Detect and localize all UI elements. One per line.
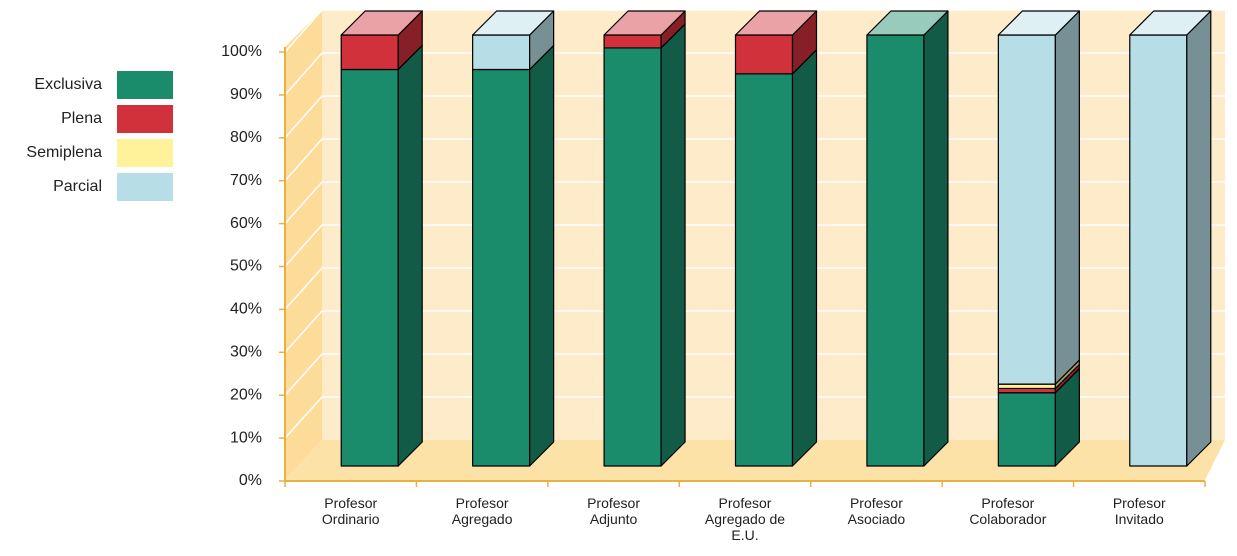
x-tick-label: Profesor Adjunto: [587, 495, 641, 527]
bar-segment: [734, 73, 794, 467]
bar-top: [1129, 10, 1212, 36]
y-tick-label: 30%: [230, 344, 262, 361]
bar-segment: [472, 34, 531, 71]
bar-top: [472, 10, 555, 36]
bar-top: [866, 10, 949, 36]
bar-top: [340, 10, 423, 36]
bar-segment: [340, 68, 399, 467]
bar-segment: [603, 34, 662, 49]
legend-swatch: [117, 105, 173, 133]
x-tick-label: Profesor Agregado: [451, 495, 513, 527]
y-tick-label: 20%: [230, 386, 262, 403]
y-tick-label: 90%: [230, 86, 262, 103]
x-tick-label: Profesor Colaborador: [969, 495, 1047, 527]
bar-top: [603, 10, 686, 36]
bar-segment: [603, 47, 662, 467]
bar-segment: [997, 392, 1056, 467]
legend-label: Plena: [61, 110, 102, 127]
x-tick-label: Profesor Ordinario: [321, 495, 380, 527]
legend-swatch: [117, 139, 173, 167]
bar-segment: [1129, 34, 1188, 467]
y-tick-label: 100%: [221, 43, 262, 60]
y-tick-label: 80%: [230, 129, 262, 146]
bar-side: [923, 10, 949, 467]
x-tick-label: Profesor Agregado de E.U.: [704, 495, 786, 543]
bar-segment: [734, 34, 794, 75]
legend-label: Semiplena: [26, 144, 102, 161]
legend-swatch: [117, 173, 173, 201]
grid-line: [284, 9, 1225, 53]
bar-side: [1186, 10, 1212, 467]
bar-segment: [997, 387, 1056, 394]
legend-label: Parcial: [53, 178, 102, 195]
y-tick-label: 70%: [230, 172, 262, 189]
bar-segment: [472, 68, 531, 467]
bar-side: [660, 23, 686, 467]
bar-segment: [866, 34, 925, 467]
legend-swatch: [117, 71, 173, 99]
y-tick-label: 0%: [239, 472, 262, 489]
x-tick-label: Profesor Invitado: [1112, 495, 1166, 527]
bar-side: [1054, 10, 1080, 385]
bar-top: [997, 10, 1080, 36]
y-tick-label: 10%: [230, 429, 262, 446]
bar-side: [791, 49, 818, 467]
y-tick-label: 50%: [230, 258, 262, 275]
bar-segment: [997, 34, 1056, 385]
x-tick-label: Profesor Asociado: [847, 495, 906, 527]
bar-segment: [340, 34, 399, 71]
bar-side: [397, 44, 423, 467]
y-tick-label: 40%: [230, 301, 262, 318]
bar-top: [734, 10, 818, 36]
y-tick-label: 60%: [230, 215, 262, 232]
bar-side: [529, 44, 555, 467]
bar-segment: [997, 383, 1056, 390]
legend-label: Exclusiva: [34, 76, 102, 93]
